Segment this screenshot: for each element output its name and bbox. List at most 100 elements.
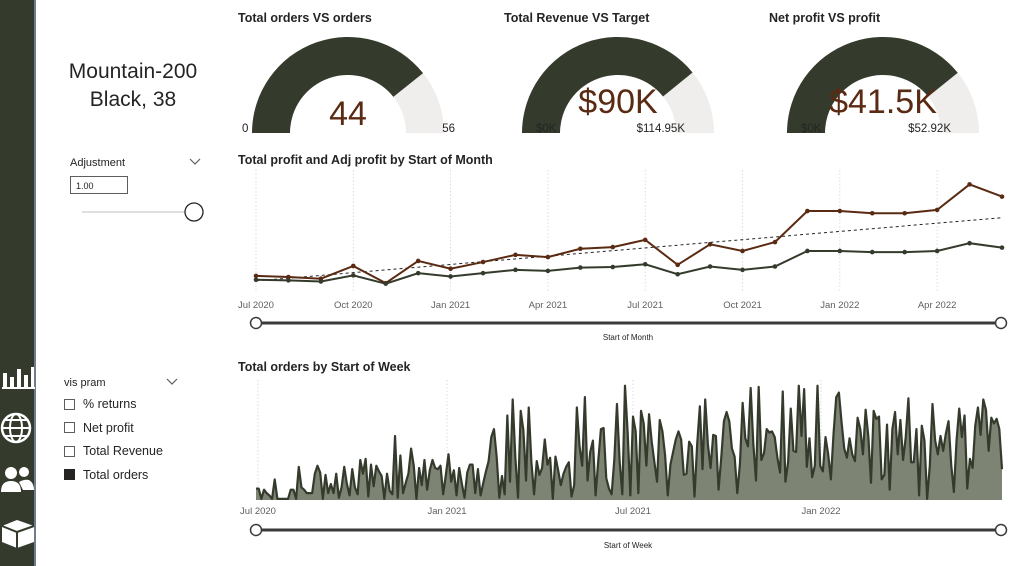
bar-chart-icon[interactable]: [0, 357, 36, 393]
x-tick-label: Jan 2022: [801, 506, 840, 517]
sidebar: [0, 0, 36, 566]
data-point: [869, 210, 875, 216]
x-tick-label: Jul 2021: [615, 506, 651, 517]
checkbox-label: Total Revenue: [83, 444, 163, 458]
vis-param-option[interactable]: % returns: [64, 395, 137, 413]
product-title-line1: Mountain-200: [68, 60, 198, 83]
data-point: [772, 264, 778, 269]
globe-icon[interactable]: [0, 410, 36, 446]
area-fill: [256, 385, 1002, 500]
adjustment-chevron-down-icon[interactable]: [189, 158, 201, 166]
gauge-max-label: 56: [442, 123, 455, 135]
data-point: [740, 267, 745, 273]
x-axis-title: Start of Week: [604, 541, 653, 550]
slider-handle[interactable]: [184, 202, 204, 222]
gauge-value: $41.5K: [829, 83, 937, 121]
data-point: [642, 261, 648, 267]
data-point: [545, 268, 551, 274]
checkbox-label: Net profit: [83, 420, 134, 435]
data-point: [578, 265, 583, 270]
data-point: [286, 274, 291, 280]
adjustment-input[interactable]: 1.00: [70, 176, 128, 194]
data-point: [675, 271, 680, 277]
gauge-fill: [252, 36, 424, 133]
data-point: [610, 244, 616, 250]
x-tick-label: Apr 2022: [918, 300, 957, 311]
data-point: [707, 264, 713, 269]
data-point: [253, 273, 259, 279]
data-point: [999, 245, 1005, 250]
data-point: [480, 270, 486, 276]
vis-param-chevron-down-icon[interactable]: [166, 378, 178, 386]
area-chart-title: Total orders by Start of Week: [238, 360, 411, 374]
x-range-slider-end-handle[interactable]: [994, 523, 1008, 537]
data-point: [415, 258, 421, 264]
gauge-title: Net profit VS profit: [769, 11, 881, 25]
data-point: [805, 208, 810, 214]
data-point: [934, 248, 940, 254]
data-point: [578, 246, 583, 252]
gauge-max-label: $52.92K: [908, 123, 951, 135]
gauge-min-label: $0K: [536, 123, 557, 135]
data-point: [967, 240, 972, 246]
checkbox[interactable]: [64, 445, 75, 457]
data-point: [869, 249, 875, 255]
checkbox[interactable]: [64, 422, 75, 433]
vis-param-label: vis pram: [64, 377, 106, 389]
checkbox-label: % returns: [83, 397, 137, 411]
sidebar-edge: [34, 0, 36, 566]
checkbox-label: Total orders: [83, 467, 149, 482]
checkbox[interactable]: [64, 469, 75, 480]
vis-param-option[interactable]: Net profit: [64, 419, 134, 437]
vis-param-option[interactable]: Total orders: [64, 466, 148, 484]
x-tick-label: Apr 2021: [529, 300, 568, 311]
data-point: [480, 259, 486, 265]
gauge-fill: [787, 37, 958, 133]
x-range-slider-start-handle[interactable]: [249, 316, 263, 330]
x-tick-label: Oct 2020: [334, 300, 373, 311]
x-range-slider-start-handle[interactable]: [249, 523, 263, 537]
data-point: [286, 278, 291, 283]
series-line: [255, 183, 1003, 285]
data-point: [383, 281, 389, 286]
x-tick-label: Jul 2020: [238, 300, 274, 311]
data-point: [707, 242, 713, 247]
data-point: [837, 208, 843, 214]
users-icon[interactable]: [0, 462, 36, 498]
x-tick-label: Jul 2021: [627, 300, 663, 311]
data-point: [642, 237, 648, 243]
x-tick-label: Jul 2020: [240, 506, 276, 517]
data-point: [934, 207, 940, 213]
x-axis-title: Start of Month: [603, 333, 653, 342]
x-range-slider-end-handle[interactable]: [994, 316, 1008, 330]
data-point: [837, 248, 843, 254]
data-point: [253, 277, 259, 283]
gauge-fill: [522, 37, 693, 134]
checkbox[interactable]: [64, 398, 75, 410]
box-icon[interactable]: [0, 514, 36, 550]
data-point: [448, 266, 453, 272]
x-tick-label: Oct 2021: [723, 300, 762, 311]
data-point: [448, 274, 453, 279]
line-chart-title: Total profit and Adj profit by Start of …: [238, 153, 493, 167]
vis-param-option[interactable]: Total Revenue: [64, 442, 163, 460]
data-point: [351, 263, 356, 269]
adjustment-label: Adjustment: [70, 157, 126, 169]
trend-line: [255, 217, 1003, 282]
data-point: [967, 182, 972, 187]
data-point: [740, 248, 745, 254]
data-point: [513, 267, 518, 273]
data-point: [675, 262, 680, 268]
data-point: [999, 194, 1005, 199]
data-point: [805, 248, 810, 254]
data-point: [318, 279, 324, 284]
gauge-min-label: 0: [242, 123, 249, 135]
data-point: [415, 270, 421, 276]
series-line: [255, 242, 1003, 285]
x-tick-label: Jan 2021: [427, 506, 466, 517]
product-title: Mountain-200 Black, 38: [50, 58, 216, 114]
data-point: [772, 239, 778, 245]
